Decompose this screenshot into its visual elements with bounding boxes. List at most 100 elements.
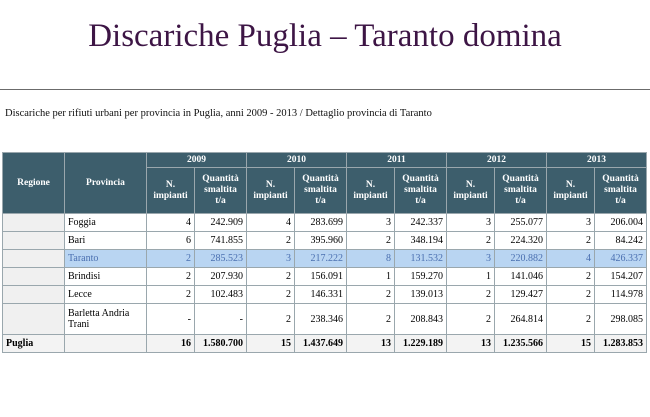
table-row: Barletta Andria Trani - - 2 238.346 2 20… — [2, 303, 648, 335]
cell-value[interactable]: 426.337 — [594, 249, 648, 268]
cell-total: 13 — [446, 334, 496, 353]
cell-provincia: Bari — [64, 231, 147, 250]
cell-regione — [2, 249, 65, 268]
cell-regione — [2, 267, 65, 286]
cell-value: 283.699 — [294, 213, 347, 232]
cell-value: 6 — [146, 231, 195, 250]
landfill-table: Regione Provincia 2009 2010 2011 2012 20… — [2, 151, 648, 353]
cell-value: 224.320 — [494, 231, 548, 250]
cell-value: 2 — [446, 231, 496, 250]
cell-value: 3 — [546, 213, 596, 232]
cell-value: - — [146, 303, 195, 335]
cell-value: 156.091 — [294, 267, 347, 286]
table-row-taranto[interactable]: Taranto 2 285.523 3 217.222 8 131.532 3 … — [2, 249, 648, 268]
cell-value: 741.855 — [194, 231, 247, 250]
cell-value: 255.077 — [494, 213, 548, 232]
page-title: Discariche Puglia – Taranto domina — [88, 18, 562, 54]
subheader-quantita: Quantità smaltita t/a — [294, 167, 347, 214]
cell-regione — [2, 285, 65, 304]
header-provincia: Provincia — [64, 152, 147, 214]
cell-value: 1 — [346, 267, 395, 286]
cell-value: 298.085 — [594, 303, 648, 335]
cell-value: 2 — [246, 303, 295, 335]
cell-value: 139.013 — [393, 285, 448, 304]
cell-value: 129.427 — [494, 285, 548, 304]
cell-total: 16 — [146, 334, 195, 353]
cell-value[interactable]: 285.523 — [194, 249, 247, 268]
cell-total: 1.580.700 — [194, 334, 247, 353]
table-row: Bari 6 741.855 2 395.960 2 348.194 2 224… — [2, 231, 648, 250]
cell-value: 102.483 — [194, 285, 247, 304]
cell-total: 1.437.649 — [294, 334, 347, 353]
cell-value: 238.346 — [294, 303, 347, 335]
cell-value: 2 — [246, 267, 295, 286]
header-year: 2012 — [446, 151, 548, 169]
cell-value: 2 — [246, 231, 295, 250]
table-row: Lecce 2 102.483 2 146.331 2 139.013 2 12… — [2, 285, 648, 304]
cell-value[interactable]: 217.222 — [294, 249, 347, 268]
cell-provincia: Lecce — [64, 285, 147, 304]
cell-total: 13 — [346, 334, 395, 353]
cell-value: 2 — [346, 303, 395, 335]
cell-value: 114.978 — [594, 285, 648, 304]
cell-value[interactable]: 8 — [346, 249, 395, 268]
title-divider — [0, 89, 650, 90]
subheader-quantita: Quantità smaltita t/a — [494, 167, 548, 214]
table-row: Brindisi 2 207.930 2 156.091 1 159.270 1… — [2, 267, 648, 286]
subheader-impianti: N. impianti — [146, 167, 195, 214]
cell-value: 206.004 — [594, 213, 648, 232]
cell-provincia[interactable]: Taranto — [64, 249, 147, 268]
cell-total: 1.235.566 — [494, 334, 548, 353]
cell-value: 395.960 — [294, 231, 347, 250]
cell-value: 146.331 — [294, 285, 347, 304]
cell-value: 84.242 — [594, 231, 648, 250]
table-caption: Discariche per rifiuti urbani per provin… — [5, 108, 432, 119]
cell-value[interactable]: 2 — [146, 249, 195, 268]
cell-value: 1 — [446, 267, 496, 286]
cell-provincia: Foggia — [64, 213, 147, 232]
subheader-impianti: N. impianti — [446, 167, 496, 214]
cell-value[interactable]: 3 — [446, 249, 496, 268]
cell-value: 2 — [446, 285, 496, 304]
subheader-impianti: N. impianti — [546, 167, 596, 214]
cell-value: 207.930 — [194, 267, 247, 286]
table-total-row: Puglia 16 1.580.700 15 1.437.649 13 1.22… — [2, 334, 648, 353]
cell-value[interactable]: 4 — [546, 249, 596, 268]
cell-value: 3 — [446, 213, 496, 232]
table-row: Foggia 4 242.909 4 283.699 3 242.337 3 2… — [2, 213, 648, 232]
cell-value: 2 — [146, 267, 195, 286]
cell-value: 4 — [146, 213, 195, 232]
cell-provincia: Barletta Andria Trani — [64, 303, 147, 335]
subheader-impianti: N. impianti — [346, 167, 395, 214]
cell-value: 2 — [546, 231, 596, 250]
cell-value: 348.194 — [393, 231, 448, 250]
cell-value: 2 — [446, 303, 496, 335]
cell-value[interactable]: 131.532 — [393, 249, 448, 268]
cell-total: 15 — [546, 334, 596, 353]
header-year: 2013 — [546, 151, 648, 169]
cell-value[interactable]: 3 — [246, 249, 295, 268]
cell-value: 2 — [246, 285, 295, 304]
header-year: 2010 — [246, 151, 347, 169]
cell-value: 4 — [246, 213, 295, 232]
cell-total: 15 — [246, 334, 295, 353]
subheader-impianti: N. impianti — [246, 167, 295, 214]
cell-value: 141.046 — [494, 267, 548, 286]
cell-regione — [2, 303, 65, 335]
cell-value: 242.337 — [393, 213, 448, 232]
cell-value: 2 — [346, 231, 395, 250]
header-year: 2011 — [345, 151, 448, 169]
cell-value: 2 — [546, 303, 596, 335]
cell-value[interactable]: 220.882 — [494, 249, 548, 268]
subheader-quantita: Quantità smaltita t/a — [594, 167, 648, 214]
cell-value: 159.270 — [393, 267, 448, 286]
cell-value: 154.207 — [594, 267, 648, 286]
cell-value: 2 — [546, 267, 596, 286]
cell-provincia — [64, 334, 147, 353]
cell-provincia: Brindisi — [64, 267, 147, 286]
cell-value: 2 — [346, 285, 395, 304]
subheader-quantita: Quantità smaltita t/a — [393, 167, 448, 214]
cell-value: 2 — [146, 285, 195, 304]
subheader-quantita: Quantità smaltita t/a — [194, 167, 247, 214]
cell-total: 1.229.189 — [393, 334, 448, 353]
